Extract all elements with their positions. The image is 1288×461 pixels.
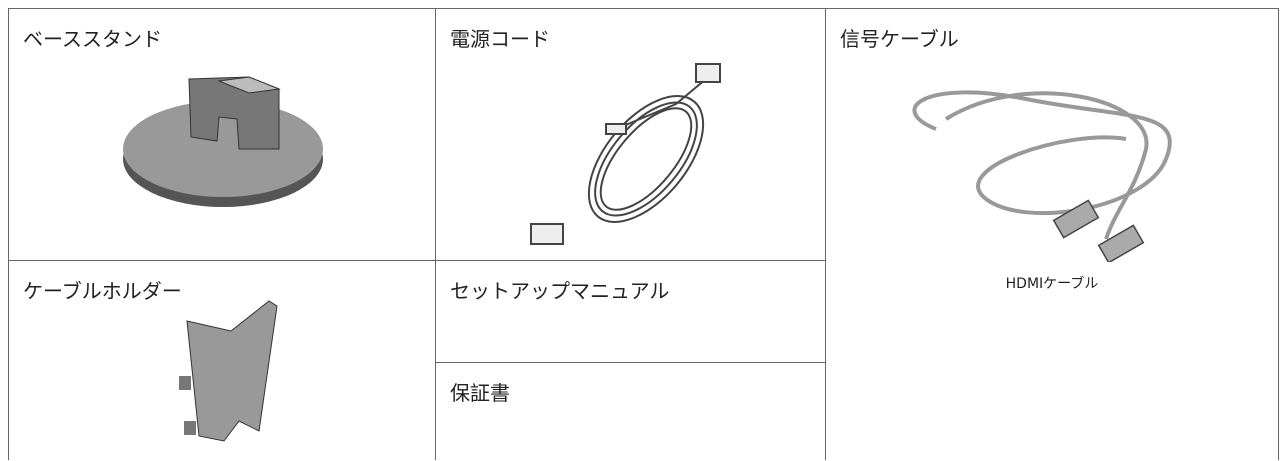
cable-illustration <box>912 90 1172 262</box>
holder-illustration <box>179 300 278 442</box>
cell: ケーブルホルダー <box>8 260 435 460</box>
item-title: 信号ケーブル <box>840 27 959 51</box>
cell: 保証書 <box>435 362 825 460</box>
cell: セットアップマニュアル <box>435 260 825 363</box>
item-caption: HDMIケーブル <box>1005 276 1099 292</box>
cell: ベーススタンド <box>8 8 435 261</box>
cord-illustration <box>530 63 721 245</box>
item-title: 電源コード <box>450 27 550 51</box>
item-title: ベーススタンド <box>23 27 162 51</box>
cell: 信号ケーブル HDMIケーブル <box>825 8 1279 460</box>
item-title: 保証書 <box>450 381 510 405</box>
stand-illustration <box>123 76 323 207</box>
item-title: ケーブルホルダー <box>23 279 182 303</box>
item-title: セットアップマニュアル <box>450 279 670 303</box>
cell: 電源コード <box>435 8 825 261</box>
